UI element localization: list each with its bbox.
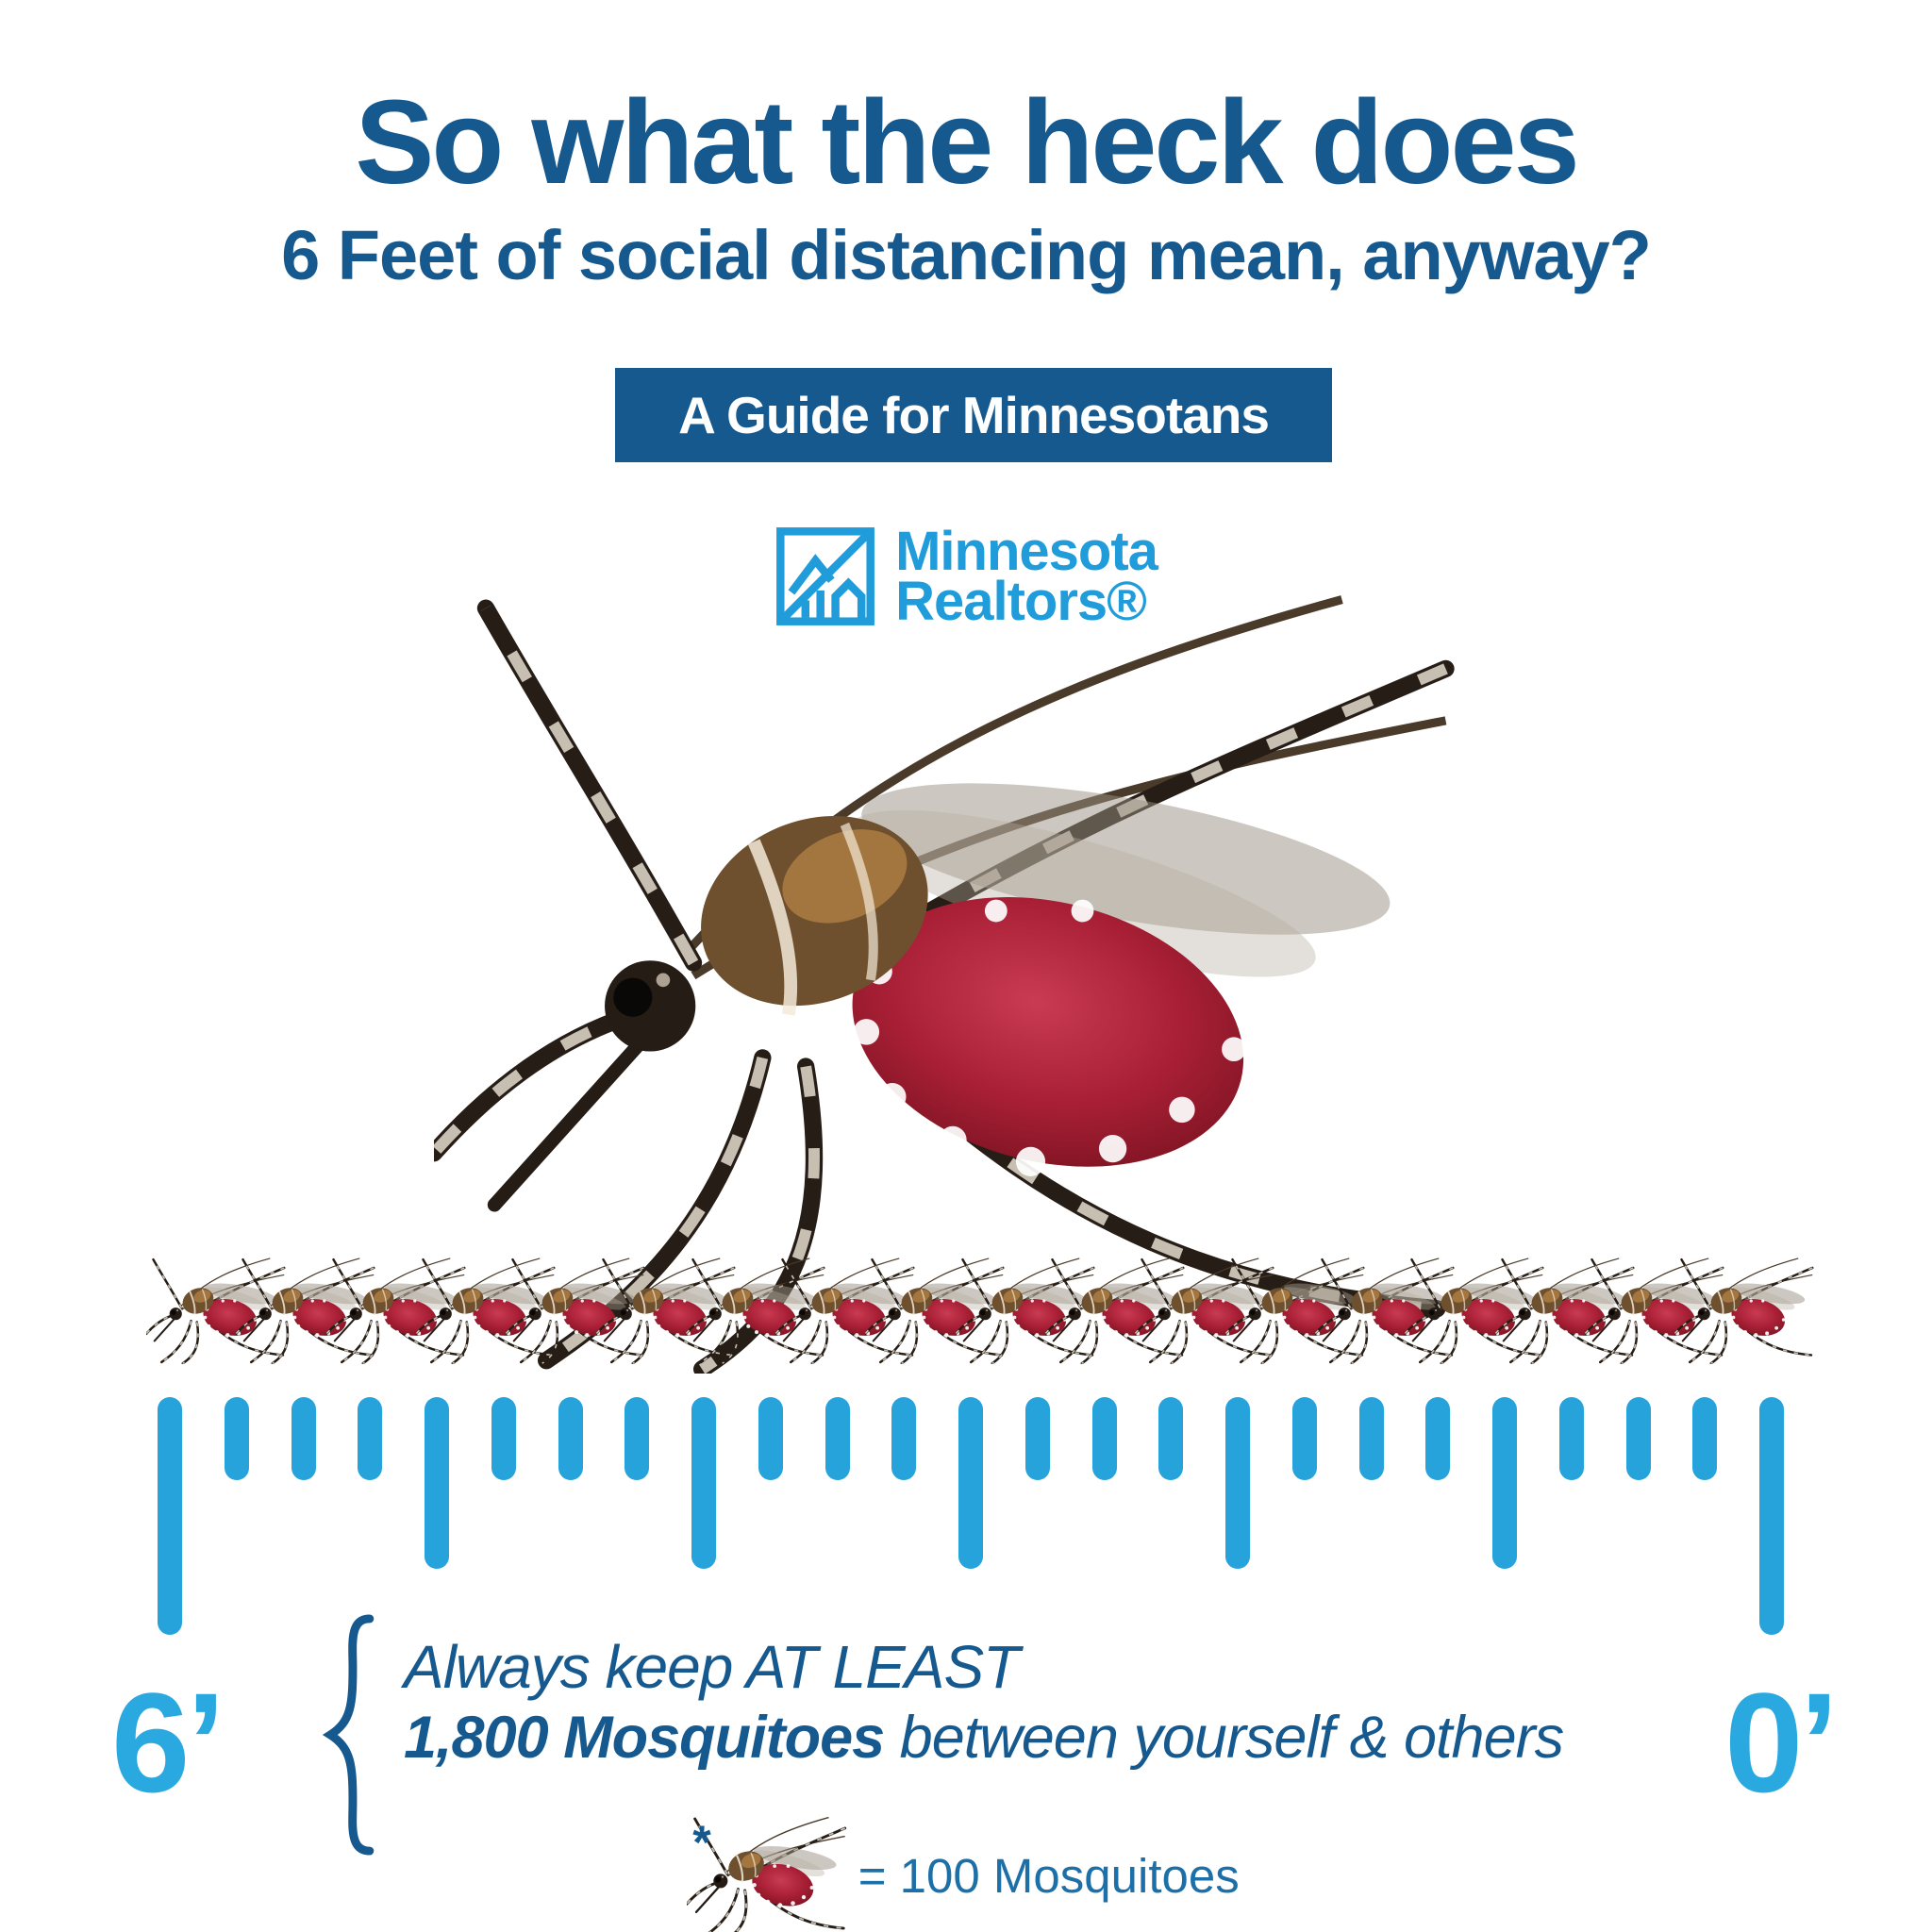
ruler [158,1397,1784,1635]
legend-label: = 100 Mosquitoes [858,1849,1240,1903]
ruler-tick [691,1397,716,1569]
ruler-tick [1158,1397,1184,1480]
ruler-tick [1091,1397,1117,1480]
minnesota-realtors-logo: Minnesota Realtors® [0,521,1932,633]
ruler-tick [1291,1397,1317,1480]
ruler-tick [1225,1397,1250,1569]
ruler-label-right: 0’ [1724,1663,1839,1822]
callout-line-2-bold: 1,800 Mosquitoes [404,1705,885,1771]
ruler-tick [824,1397,850,1480]
ruler-tick [1625,1397,1651,1480]
callout-line-1: Always keep AT LEAST [404,1633,1020,1701]
ruler-tick [1692,1397,1718,1480]
ruler-tick [1024,1397,1050,1480]
ruler-tick [291,1397,316,1480]
ruler-tick [158,1397,182,1635]
page-subtitle: 6 Feet of social distancing mean, anyway… [281,216,1652,294]
guide-banner-label: A Guide for Minnesotans [678,386,1270,444]
mosquito-row [146,1255,1835,1373]
curly-brace [322,1614,375,1856]
legend-asterisk: * [692,1816,711,1869]
ruler-tick [958,1397,983,1569]
logo-text-line-1: Minnesota [895,521,1158,582]
ruler-tick [891,1397,917,1480]
page-title: So what the heck does [355,75,1579,208]
callout-line-2: 1,800 Mosquitoes between yourself & othe… [404,1704,1564,1772]
logo-text-line-2: Realtors® [895,571,1147,633]
ruler-tick [224,1397,249,1480]
ruler-tick [1358,1397,1384,1480]
ruler-tick [758,1397,783,1480]
minnesota-realtors-logo-text: Minnesota Realtors® [895,521,1158,633]
guide-banner: A Guide for Minnesotans [615,368,1332,462]
ruler-tick [1759,1397,1784,1635]
ruler-tick [491,1397,516,1480]
callout-line-2-rest: between yourself & others [884,1705,1564,1771]
ruler-tick [1558,1397,1584,1480]
ruler-tick [358,1397,383,1480]
minnesota-realtors-logo-icon [776,527,875,626]
ruler-tick [558,1397,583,1480]
legend: * = 100 Mosquitoes [0,1813,1932,1932]
mosquito-icon [1674,1255,1816,1364]
ruler-tick [425,1397,449,1569]
ruler-tick [1492,1397,1517,1569]
hero-mosquito-image [434,574,1472,1374]
ruler-label-left: 6’ [111,1663,225,1822]
ruler-tick [1425,1397,1451,1480]
ruler-tick [625,1397,650,1480]
